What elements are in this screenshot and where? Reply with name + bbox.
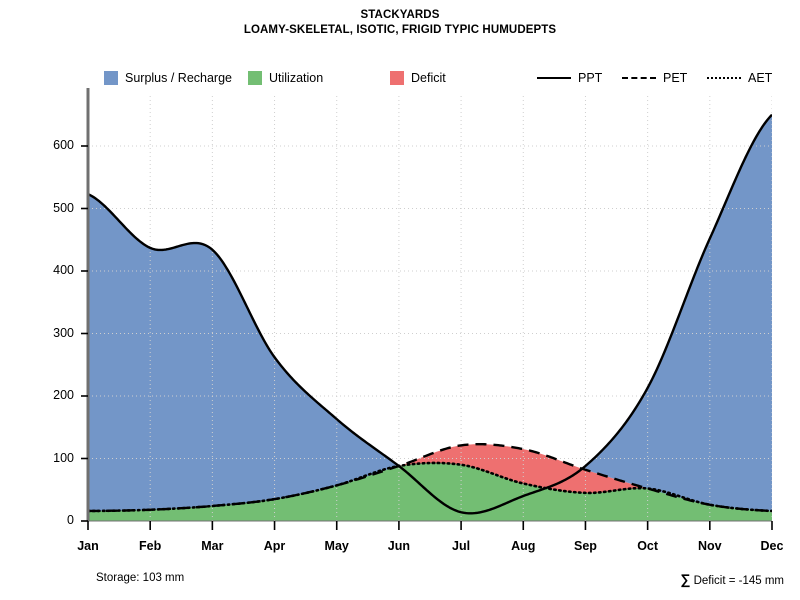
legend-item-utilization: Utilization: [248, 68, 323, 88]
legend-item-surplus: Surplus / Recharge: [104, 68, 232, 88]
legend-swatch-deficit: [390, 71, 404, 85]
x-tick-label-apr: Apr: [263, 539, 286, 553]
chart-legend: Surplus / Recharge Utilization Deficit P…: [0, 68, 800, 88]
x-tick-label-jan: Jan: [77, 539, 99, 553]
y-tick-label: 400: [53, 263, 74, 277]
legend-label-deficit: Deficit: [411, 71, 446, 85]
legend-label-pet: PET: [663, 71, 688, 85]
y-tick-label: 600: [53, 138, 74, 152]
x-tick-label-may: May: [324, 539, 349, 553]
legend-line-aet-icon: [707, 71, 741, 85]
legend-line-ppt-icon: [537, 71, 571, 85]
chart-title-line2: LOAMY-SKELETAL, ISOTIC, FRIGID TYPIC HUM…: [243, 24, 557, 36]
legend-swatch-utilization: [248, 71, 262, 85]
chart-title-line1: STACKYARDS: [360, 9, 440, 21]
x-tick-label-sep: Sep: [573, 539, 597, 553]
legend-swatch-surplus: [104, 71, 118, 85]
y-tick-label: 0: [67, 513, 74, 527]
x-tick-label-mar: Mar: [201, 539, 224, 553]
x-tick-label-feb: Feb: [139, 539, 162, 553]
y-tick-label: 500: [53, 200, 74, 215]
legend-item-aet: AET: [707, 68, 772, 88]
legend-line-pet-icon: [622, 71, 656, 85]
deficit-annotation: ∑ Deficit = -145 mm: [680, 571, 784, 587]
x-tick-label-jul: Jul: [452, 539, 471, 553]
legend-label-ppt: PPT: [578, 71, 603, 85]
storage-annotation: Storage: 103 mm: [96, 572, 185, 584]
deficit-annotation-text: Deficit = -145 mm: [690, 575, 784, 587]
x-tick-label-oct: Oct: [637, 539, 659, 553]
x-tick-label-aug: Aug: [511, 539, 536, 553]
x-tick-label-nov: Nov: [698, 539, 722, 553]
legend-label-surplus: Surplus / Recharge: [125, 71, 233, 85]
x-tick-label-dec: Dec: [760, 539, 784, 553]
sigma-icon: ∑: [680, 571, 691, 587]
legend-item-ppt: PPT: [537, 68, 602, 88]
y-tick-label: 200: [53, 388, 74, 402]
legend-item-pet: PET: [622, 68, 687, 88]
y-tick-label: 300: [53, 325, 74, 340]
legend-item-deficit: Deficit: [390, 68, 446, 88]
legend-label-aet: AET: [748, 71, 773, 85]
chart-title: STACKYARDS LOAMY-SKELETAL, ISOTIC, FRIGI…: [0, 8, 800, 38]
y-tick-label: 100: [53, 450, 74, 465]
legend-label-utilization: Utilization: [269, 71, 324, 85]
x-tick-label-jun: Jun: [387, 539, 411, 553]
